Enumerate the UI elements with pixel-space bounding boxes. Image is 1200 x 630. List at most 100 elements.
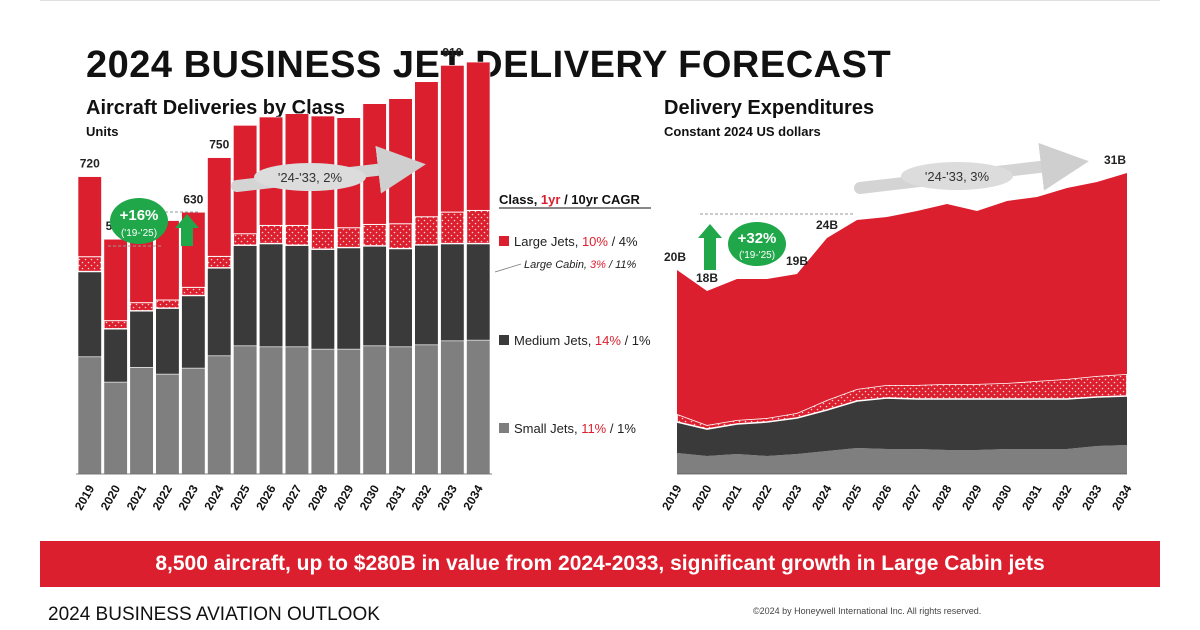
bar-segment-large-cabin-2021 xyxy=(129,301,155,312)
x-tick-label: 2027 xyxy=(899,482,925,512)
x-tick-label: 2025 xyxy=(227,482,253,512)
bar-segment-medium-jets-2019 xyxy=(77,271,102,358)
legend-item-cagr-1yr: 14% xyxy=(595,333,621,348)
bar-segment-large-cabin-2033 xyxy=(439,211,465,245)
bar-segment-small-jets-2020 xyxy=(103,381,128,475)
x-tick-label: 2034 xyxy=(1109,482,1135,512)
bar-segment-large-cabin-2025 xyxy=(232,232,258,246)
bar-segment-large-cabin-2031 xyxy=(388,222,413,250)
bar-segment-small-jets-2034 xyxy=(466,339,491,475)
bar-segment-small-jets-2023 xyxy=(181,367,206,475)
right-chart-subtitle: Constant 2024 US dollars xyxy=(664,124,821,139)
growth-value-label: +16% xyxy=(120,207,159,224)
bar-segment-large-cabin-2034 xyxy=(465,209,491,245)
bar-segment-medium-jets-2028 xyxy=(310,248,335,350)
growth-up-arrow-icon xyxy=(698,224,722,270)
legend-header-prefix: Class, xyxy=(499,192,541,207)
legend-swatch xyxy=(499,236,509,246)
bar-segment-medium-jets-2026 xyxy=(258,243,284,348)
x-tick-label: 2021 xyxy=(719,482,745,512)
bar-segment-large-jets-other--2033 xyxy=(440,65,465,213)
bar-segment-small-jets-2028 xyxy=(310,348,335,475)
legend-item-cagr-10yr: / 1% xyxy=(606,421,636,436)
bar-segment-large-jets-other--2024 xyxy=(207,157,232,257)
legend-swatch xyxy=(499,423,509,433)
left-chart-title: Aircraft Deliveries by Class xyxy=(86,97,346,119)
legend-item: Small Jets, 11% / 1% xyxy=(514,421,636,436)
bar-segment-small-jets-2019 xyxy=(77,356,102,475)
legend-item-name: Large Jets, xyxy=(514,234,582,249)
bar-segment-large-jets-other--2020 xyxy=(103,238,128,321)
bar-segment-large-cabin-2027 xyxy=(284,224,310,246)
x-tick-label: 2033 xyxy=(1079,482,1105,512)
x-tick-label: 2028 xyxy=(929,482,955,512)
bar-segment-medium-jets-2020 xyxy=(103,328,128,383)
bar-segment-small-jets-2024 xyxy=(207,355,232,475)
legend-item-cagr-1yr: 3% xyxy=(590,259,606,271)
bar-segment-large-cabin-2022 xyxy=(154,299,180,309)
bar-total-label: 750 xyxy=(209,138,229,152)
bar-segment-large-jets-other--2034 xyxy=(466,61,491,211)
x-tick-label: 2019 xyxy=(659,482,685,512)
area-total-label: 19B xyxy=(786,254,808,268)
x-tick-label: 2032 xyxy=(1049,482,1075,512)
bar-segment-large-jets-other--2019 xyxy=(77,176,102,257)
right-chart-title: Delivery Expenditures xyxy=(664,97,875,119)
bar-segment-small-jets-2027 xyxy=(284,346,310,475)
bar-segment-small-jets-2026 xyxy=(258,346,284,475)
trend-bubble xyxy=(901,162,1013,190)
bar-segment-medium-jets-2024 xyxy=(207,267,232,357)
bar-segment-medium-jets-2021 xyxy=(129,310,154,368)
bar-segment-small-jets-2031 xyxy=(388,346,413,475)
legend-item: Large Cabin, 3% / 11% xyxy=(524,259,637,271)
bar-segment-medium-jets-2029 xyxy=(336,247,361,350)
bar-segment-large-cabin-2030 xyxy=(362,223,388,247)
legend-leader-line xyxy=(494,263,522,273)
area-total-label: 20B xyxy=(664,250,686,264)
bar-segment-medium-jets-2032 xyxy=(414,244,439,346)
area-band-small-jets xyxy=(677,445,1127,474)
x-tick-label: 2020 xyxy=(98,482,124,512)
bar-segment-small-jets-2025 xyxy=(233,345,258,475)
x-tick-label: 2025 xyxy=(839,482,865,512)
top-divider xyxy=(40,0,1160,1)
legend-item: Large Jets, 10% / 4% xyxy=(514,234,638,249)
x-tick-label: 2028 xyxy=(305,482,331,512)
legend-header-highlight: 1yr xyxy=(541,192,561,207)
bar-segment-medium-jets-2023 xyxy=(181,295,206,369)
x-tick-label: 2026 xyxy=(253,482,279,512)
trend-label: '24-'33, 3% xyxy=(925,169,990,184)
bar-segment-large-cabin-2024 xyxy=(206,255,232,269)
x-tick-label: 2024 xyxy=(809,482,835,512)
x-tick-label: 2023 xyxy=(779,482,805,512)
growth-period-label: ('19-'25) xyxy=(121,228,157,239)
legend-header: Class, 1yr / 10yr CAGR xyxy=(499,192,641,207)
x-tick-label: 2032 xyxy=(409,482,435,512)
expenditures-area-chart: 2019 2020 2021 2022 2023 2024 2025 2026 2027 2028… xyxy=(659,142,1135,513)
growth-bubble xyxy=(110,198,168,244)
legend-item-cagr-1yr: 10% xyxy=(582,234,608,249)
growth-value-label: +32% xyxy=(738,230,777,247)
bar-segment-small-jets-2033 xyxy=(440,340,465,475)
bar-segment-medium-jets-2031 xyxy=(388,248,413,348)
growth-up-arrow-icon xyxy=(175,214,199,246)
area-total-label: 18B xyxy=(696,271,718,285)
legend-item-cagr-10yr: / 1% xyxy=(621,333,651,348)
bar-segment-medium-jets-2034 xyxy=(466,243,491,341)
legend-swatch xyxy=(499,335,509,345)
summary-banner: 8,500 aircraft, up to $280B in value fro… xyxy=(40,541,1160,587)
area-band-medium-jets xyxy=(677,396,1127,456)
bar-segment-small-jets-2032 xyxy=(414,344,439,475)
growth-bubble xyxy=(728,222,786,266)
chart-legend: Class, 1yr / 10yr CAGR Large Jets, 10% / … xyxy=(494,192,651,436)
bar-segment-medium-jets-2030 xyxy=(362,245,387,347)
bar-segment-large-cabin-2019 xyxy=(77,255,103,273)
growth-period-label: ('19-'25) xyxy=(739,250,775,261)
bar-segment-small-jets-2030 xyxy=(362,345,387,475)
bar-segment-medium-jets-2025 xyxy=(233,244,258,347)
legend-item-name: Large Cabin, xyxy=(524,259,590,271)
x-tick-label: 2030 xyxy=(989,482,1015,512)
legend-item-cagr-10yr: / 4% xyxy=(608,234,638,249)
bar-segment-large-cabin-2020 xyxy=(103,319,129,330)
area-total-label: 24B xyxy=(816,218,838,232)
